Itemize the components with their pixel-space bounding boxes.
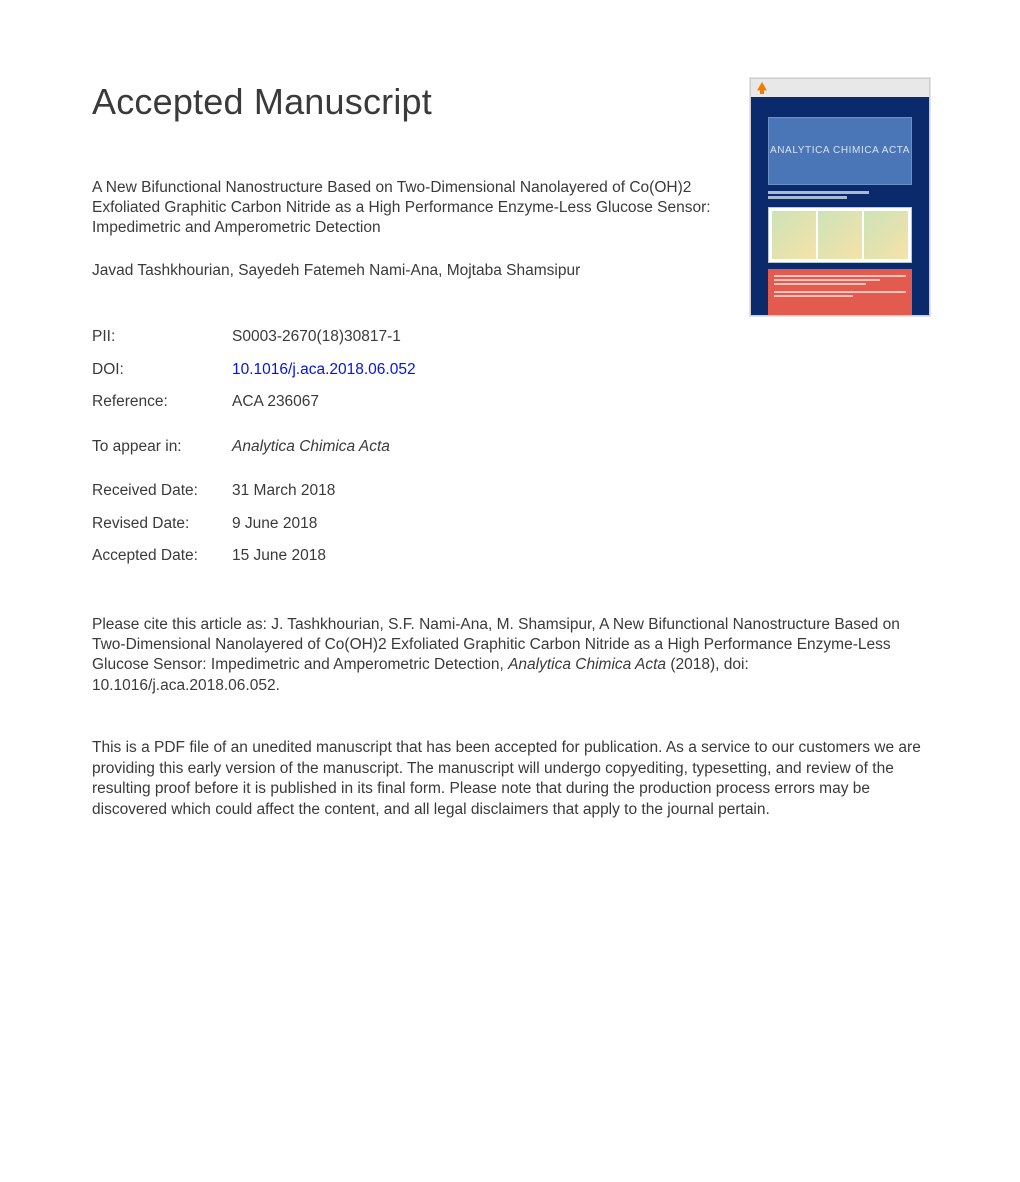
pii-label: PII: — [92, 321, 232, 353]
journal-cover-thumbnail: ANALYTICA CHIMICA ACTA — [750, 78, 930, 316]
cover-journal-title: ANALYTICA CHIMICA ACTA — [768, 117, 912, 185]
revised-value: 9 June 2018 — [232, 508, 416, 540]
meta-row-pii: PII: S0003-2670(18)30817-1 — [92, 321, 416, 353]
reference-label: Reference: — [92, 386, 232, 418]
appear-value: Analytica Chimica Acta — [232, 431, 416, 463]
reference-value: ACA 236067 — [232, 386, 416, 418]
meta-row-doi: DOI: 10.1016/j.aca.2018.06.052 — [92, 354, 416, 386]
accepted-label: Accepted Date: — [92, 540, 232, 572]
meta-row-appear: To appear in: Analytica Chimica Acta — [92, 431, 416, 463]
citation-lead: Please cite this article as: J. Tashkhou… — [92, 616, 900, 674]
citation-text: Please cite this article as: J. Tashkhou… — [92, 615, 927, 697]
received-label: Received Date: — [92, 475, 232, 507]
accepted-value: 15 June 2018 — [232, 540, 416, 572]
citation-journal: Analytica Chimica Acta — [508, 656, 666, 673]
metadata-table: PII: S0003-2670(18)30817-1 DOI: 10.1016/… — [92, 321, 416, 572]
doi-label: DOI: — [92, 354, 232, 386]
cover-info-strip — [768, 269, 912, 316]
article-title: A New Bifunctional Nanostructure Based o… — [92, 178, 712, 239]
meta-row-received: Received Date: 31 March 2018 — [92, 475, 416, 507]
doi-link[interactable]: 10.1016/j.aca.2018.06.052 — [232, 361, 416, 378]
meta-row-accepted: Accepted Date: 15 June 2018 — [92, 540, 416, 572]
received-value: 31 March 2018 — [232, 475, 416, 507]
meta-row-reference: Reference: ACA 236067 — [92, 386, 416, 418]
meta-row-revised: Revised Date: 9 June 2018 — [92, 508, 416, 540]
cover-graphical-abstract — [768, 207, 912, 263]
revised-label: Revised Date: — [92, 508, 232, 540]
pii-value: S0003-2670(18)30817-1 — [232, 321, 416, 353]
disclaimer-text: This is a PDF file of an unedited manusc… — [92, 738, 927, 820]
cover-publisher-bar — [751, 79, 929, 97]
appear-label: To appear in: — [92, 431, 232, 463]
elsevier-tree-icon — [757, 82, 767, 94]
cover-subtitle-lines — [768, 191, 912, 199]
